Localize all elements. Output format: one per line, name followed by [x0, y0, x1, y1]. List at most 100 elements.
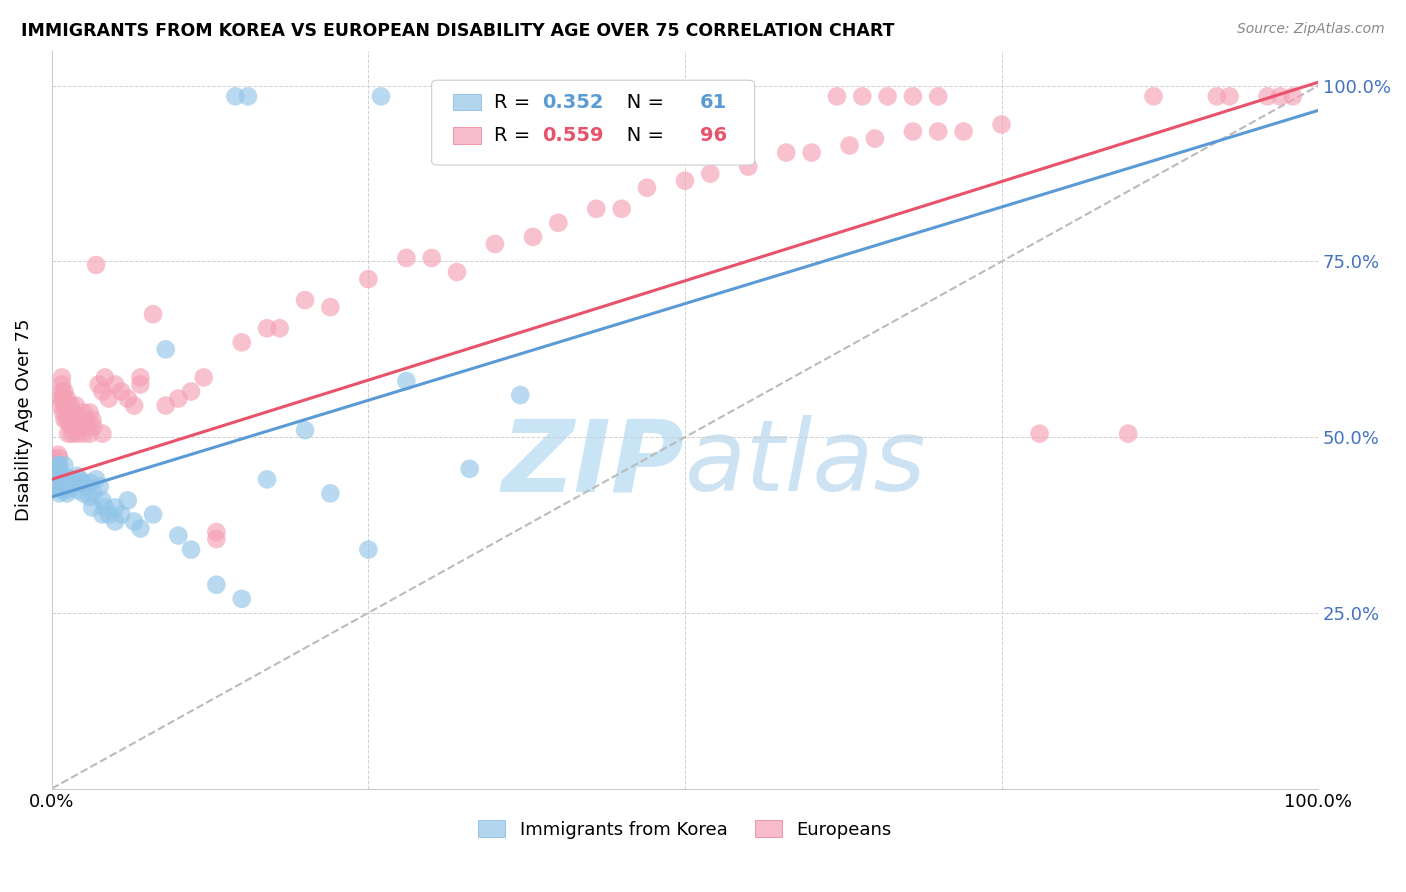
- Point: [45, 468, 67, 483]
- Point: [122, 515, 145, 529]
- Point: [75, 479, 97, 493]
- Point: [699, 167, 721, 181]
- Point: [51, 370, 73, 384]
- Point: [1268, 89, 1291, 103]
- Point: [48, 472, 70, 486]
- Point: [180, 384, 202, 399]
- Point: [45, 475, 67, 490]
- Point: [458, 462, 481, 476]
- Point: [48, 465, 70, 479]
- Point: [83, 419, 105, 434]
- Point: [87, 377, 110, 392]
- Point: [42, 468, 65, 483]
- Point: [990, 118, 1012, 132]
- Point: [224, 89, 246, 103]
- Point: [53, 399, 76, 413]
- Point: [1142, 89, 1164, 103]
- Point: [46, 462, 69, 476]
- Point: [585, 202, 607, 216]
- Point: [775, 145, 797, 160]
- Point: [45, 465, 67, 479]
- Point: [167, 528, 190, 542]
- Point: [46, 468, 69, 483]
- Point: [84, 258, 107, 272]
- Point: [66, 468, 89, 483]
- Point: [79, 475, 101, 490]
- Point: [104, 377, 127, 392]
- Point: [395, 374, 418, 388]
- Point: [72, 426, 94, 441]
- Point: [927, 124, 949, 138]
- Point: [56, 486, 79, 500]
- Text: atlas: atlas: [685, 416, 927, 512]
- Text: N =: N =: [607, 126, 669, 145]
- Point: [104, 515, 127, 529]
- Point: [91, 426, 114, 441]
- Point: [205, 532, 228, 546]
- Point: [97, 508, 120, 522]
- Point: [53, 479, 76, 493]
- Point: [952, 124, 974, 138]
- FancyBboxPatch shape: [432, 80, 755, 165]
- Point: [509, 388, 531, 402]
- Point: [122, 399, 145, 413]
- Point: [256, 321, 278, 335]
- Point: [863, 131, 886, 145]
- Point: [72, 406, 94, 420]
- Point: [60, 472, 83, 486]
- Point: [48, 486, 70, 500]
- Point: [51, 483, 73, 497]
- Point: [1218, 89, 1240, 103]
- Point: [51, 377, 73, 392]
- Point: [825, 89, 848, 103]
- Text: N =: N =: [607, 93, 669, 112]
- Point: [46, 462, 69, 476]
- Point: [91, 384, 114, 399]
- Point: [52, 468, 75, 483]
- Point: [44, 479, 66, 493]
- Point: [1281, 89, 1303, 103]
- Point: [1028, 426, 1050, 441]
- Point: [446, 89, 468, 103]
- Point: [69, 472, 91, 486]
- Point: [55, 475, 77, 490]
- Point: [48, 451, 70, 466]
- Point: [49, 475, 72, 490]
- Point: [193, 370, 215, 384]
- Point: [66, 412, 89, 426]
- Point: [66, 483, 89, 497]
- Point: [58, 483, 80, 497]
- Point: [167, 392, 190, 406]
- Point: [45, 475, 67, 490]
- Point: [484, 236, 506, 251]
- Point: [129, 377, 152, 392]
- Bar: [453, 128, 481, 144]
- Point: [70, 419, 93, 434]
- Point: [79, 426, 101, 441]
- Point: [370, 89, 392, 103]
- Point: [60, 426, 83, 441]
- Point: [522, 230, 544, 244]
- Point: [901, 124, 924, 138]
- Point: [46, 458, 69, 473]
- Point: [58, 472, 80, 486]
- Point: [72, 486, 94, 500]
- Point: [62, 406, 84, 420]
- Point: [395, 251, 418, 265]
- Point: [94, 500, 117, 515]
- Point: [89, 479, 111, 493]
- Point: [876, 89, 898, 103]
- Point: [129, 522, 152, 536]
- Text: R =: R =: [494, 126, 536, 145]
- Point: [59, 419, 82, 434]
- Point: [927, 89, 949, 103]
- Point: [51, 472, 73, 486]
- Point: [901, 89, 924, 103]
- Point: [357, 272, 380, 286]
- Text: 61: 61: [700, 93, 727, 112]
- Point: [58, 412, 80, 426]
- Point: [97, 392, 120, 406]
- Point: [142, 307, 165, 321]
- Point: [52, 406, 75, 420]
- Point: [63, 419, 86, 434]
